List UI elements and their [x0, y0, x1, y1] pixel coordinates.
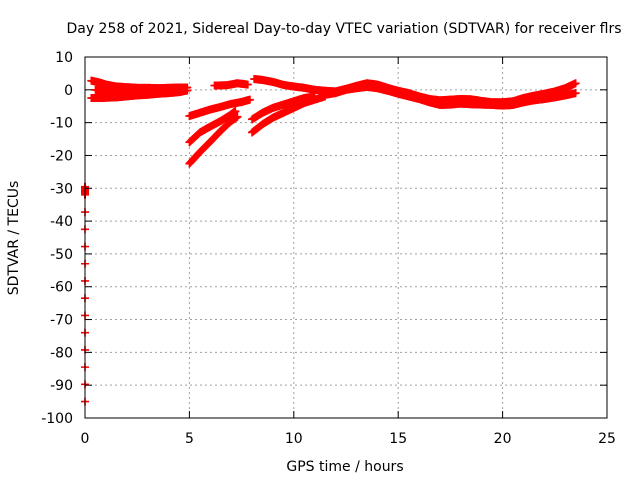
x-tick-labels: 0 5 10 15 20 25	[81, 431, 616, 447]
x-tick-label: 25	[598, 431, 616, 447]
data-point	[233, 112, 242, 121]
x-tick-label: 5	[185, 431, 194, 447]
y-axis-label: SDTVAR / TECUs	[6, 181, 22, 296]
x-tick-label: 15	[389, 431, 407, 447]
y-tick-label: -30	[50, 181, 73, 197]
y-tick-label: -60	[50, 280, 73, 296]
y-tick-label: -80	[50, 345, 73, 361]
series-recovery-track-1	[185, 95, 254, 121]
data-point	[571, 89, 580, 98]
y-tick-label: -70	[50, 313, 73, 329]
data-point	[245, 95, 254, 104]
chart-title: Day 258 of 2021, Sidereal Day-to-day VTE…	[66, 21, 621, 37]
series-middle-band-A	[91, 85, 183, 97]
y-tick-label: -90	[50, 378, 73, 394]
x-tick-label: 10	[285, 431, 303, 447]
data-points	[81, 74, 580, 406]
y-tick-label: -100	[41, 411, 73, 427]
grid	[84, 56, 608, 419]
series-descending-track-D	[248, 92, 330, 137]
x-axis-label: GPS time / hours	[286, 459, 403, 475]
y-tick-label: -20	[50, 148, 73, 164]
data-point	[183, 86, 192, 95]
x-tick-label: 0	[81, 431, 90, 447]
y-tick-label: -40	[50, 214, 73, 230]
plot-frame	[84, 56, 608, 419]
data-point	[321, 92, 330, 101]
data-point	[571, 79, 580, 88]
data-point	[174, 85, 183, 94]
x-tick-label: 20	[494, 431, 512, 447]
series-upper-band-B	[210, 79, 252, 90]
data-point	[243, 80, 252, 89]
series-descending-track-E	[248, 92, 319, 124]
y-tick-label: -50	[50, 247, 73, 263]
series-lower-band-C	[321, 82, 580, 110]
y-tick-labels: 10 0 -10 -20 -30 -40 -50 -60 -70 -80 -90 -100	[41, 50, 73, 427]
y-tick-label: 0	[64, 83, 73, 99]
series-recovery-track-2	[185, 107, 240, 147]
tick-marks	[84, 56, 608, 419]
data-point	[310, 92, 319, 101]
y-tick-label: 10	[55, 50, 73, 66]
y-tick-label: -10	[50, 116, 73, 132]
series-recovery-track-3	[185, 112, 242, 168]
